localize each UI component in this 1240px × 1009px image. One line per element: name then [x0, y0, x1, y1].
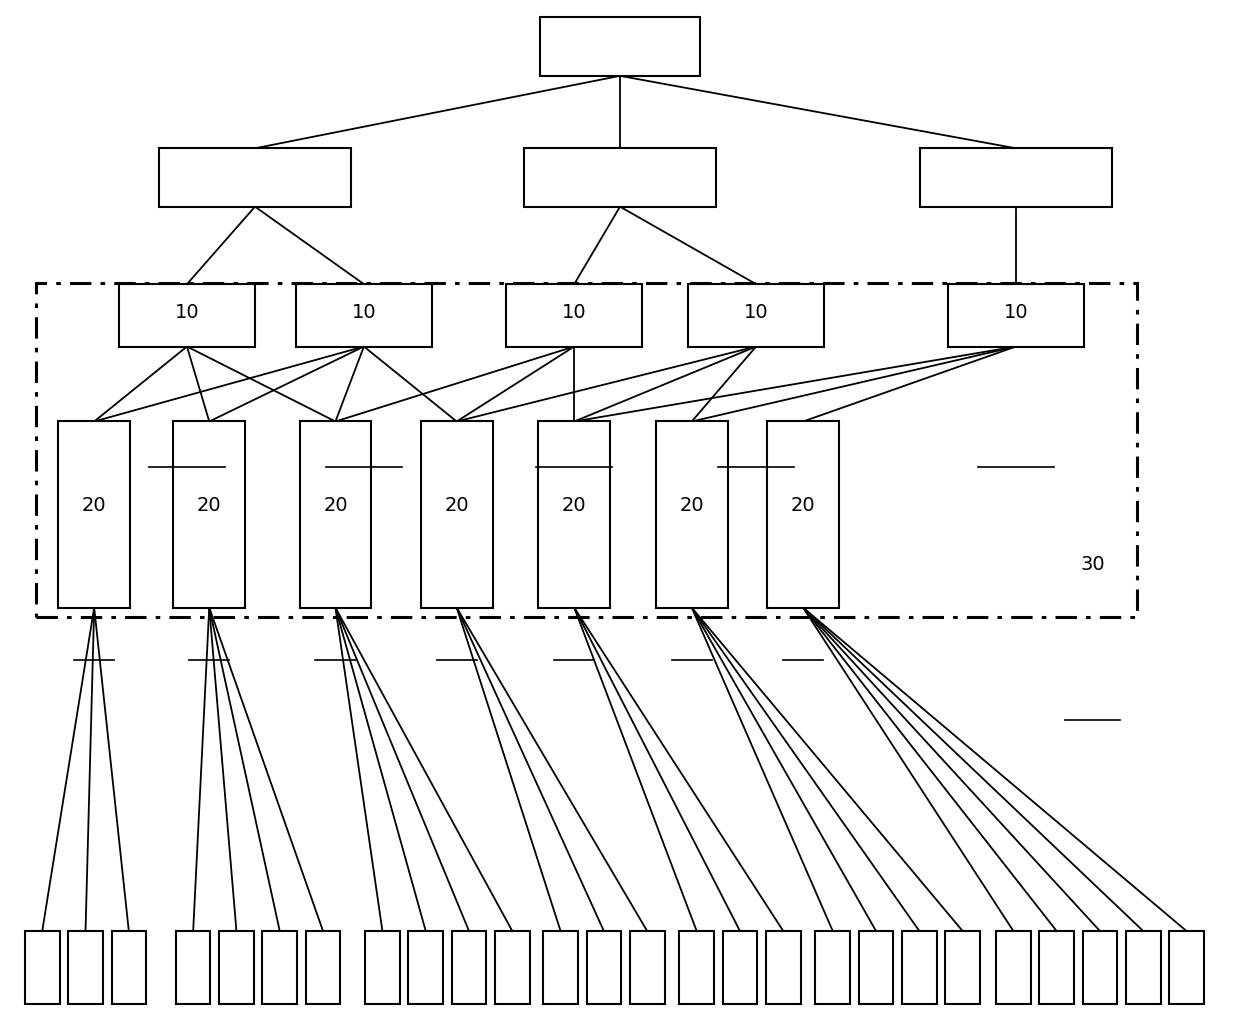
Bar [263, 931, 298, 1004]
Bar [688, 285, 825, 346]
Bar [768, 422, 839, 607]
Bar [112, 931, 146, 1004]
Bar [680, 931, 714, 1004]
Text: 20: 20 [444, 495, 469, 515]
Bar [766, 931, 801, 1004]
Bar [1039, 931, 1074, 1004]
Bar [365, 931, 399, 1004]
Bar [1126, 931, 1161, 1004]
Bar [420, 422, 492, 607]
Bar [945, 931, 980, 1004]
Bar [408, 931, 443, 1004]
Bar [300, 422, 371, 607]
Bar [587, 931, 621, 1004]
Bar [996, 931, 1030, 1004]
Bar [119, 285, 255, 346]
Text: 20: 20 [324, 495, 347, 515]
Bar [723, 931, 758, 1004]
Bar [543, 931, 578, 1004]
Text: 10: 10 [1003, 303, 1028, 322]
Bar [58, 422, 130, 607]
Bar [538, 422, 610, 607]
Text: 20: 20 [197, 495, 222, 515]
Text: 20: 20 [82, 495, 107, 515]
Text: 10: 10 [562, 303, 587, 322]
Bar [1083, 931, 1117, 1004]
Bar [859, 931, 894, 1004]
Bar [656, 422, 728, 607]
Bar [36, 284, 1137, 618]
Bar [68, 931, 103, 1004]
Bar [25, 931, 60, 1004]
Bar [816, 931, 851, 1004]
Bar [219, 931, 254, 1004]
Bar [159, 148, 351, 207]
Text: 10: 10 [175, 303, 200, 322]
Bar [525, 148, 715, 207]
Text: 10: 10 [352, 303, 376, 322]
Bar [306, 931, 341, 1004]
Text: 20: 20 [562, 495, 587, 515]
Bar [174, 422, 246, 607]
Bar [901, 931, 936, 1004]
Bar [296, 285, 432, 346]
Bar [539, 17, 701, 76]
Bar [1169, 931, 1204, 1004]
Bar [495, 931, 529, 1004]
Bar [630, 931, 665, 1004]
Bar [506, 285, 642, 346]
Bar [947, 285, 1084, 346]
Text: 10: 10 [744, 303, 769, 322]
Text: 30: 30 [1080, 555, 1105, 574]
Text: 20: 20 [680, 495, 704, 515]
Bar [451, 931, 486, 1004]
Text: 20: 20 [791, 495, 816, 515]
Bar [920, 148, 1112, 207]
Bar [176, 931, 211, 1004]
